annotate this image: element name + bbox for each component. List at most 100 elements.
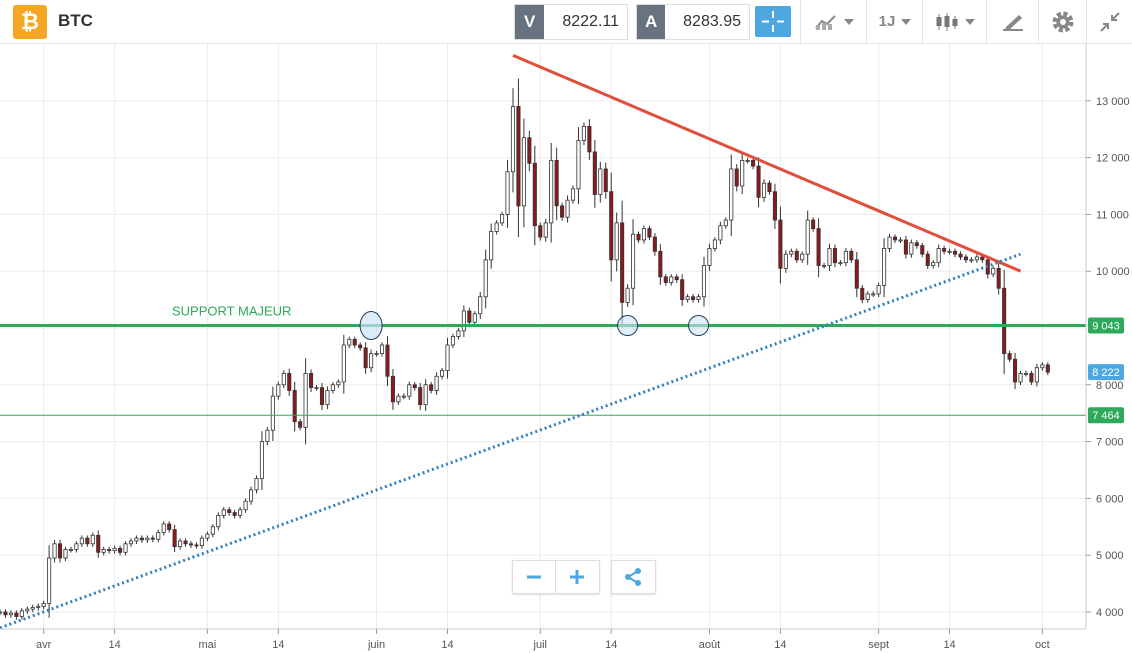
candle-body	[516, 106, 521, 207]
candle-body	[281, 373, 286, 386]
candle-body	[374, 353, 379, 355]
candle-body	[68, 549, 73, 551]
candle-body	[401, 395, 406, 398]
gear-icon	[1052, 11, 1074, 32]
crosshair-button[interactable]	[755, 6, 791, 37]
candle-body	[330, 384, 335, 391]
candle-body	[238, 509, 243, 516]
candle-body	[161, 523, 166, 533]
candle-body	[652, 236, 657, 252]
candle-body	[139, 537, 144, 541]
candle-body	[729, 168, 734, 221]
candle-body	[379, 344, 385, 354]
candle-body	[14, 612, 19, 617]
plus-icon	[570, 570, 584, 584]
candle-body	[500, 213, 505, 224]
x-tick-label: 14	[272, 639, 284, 651]
candle-body	[178, 540, 183, 548]
candle-body	[47, 557, 52, 604]
lower-price-tag: 7 464	[1092, 410, 1120, 422]
y-tick-label: 8 000	[1096, 380, 1124, 392]
candle-body	[903, 239, 908, 255]
chart-type-button[interactable]	[800, 0, 867, 43]
candle-body	[96, 534, 101, 553]
ask-quote[interactable]: A 8283.95	[636, 4, 750, 40]
share-icon	[625, 568, 641, 586]
candle-body	[0, 611, 3, 614]
candle-body	[412, 384, 417, 389]
drawing-icon	[1003, 14, 1023, 31]
candle-body	[450, 336, 455, 346]
support-price-tag-bg	[1088, 317, 1124, 334]
candle-body	[718, 225, 723, 241]
candle-body	[1034, 367, 1039, 383]
x-tick-label: sept	[868, 639, 889, 651]
candle-body	[489, 231, 494, 261]
x-tick-label: 14	[774, 639, 786, 651]
y-tick-label: 11 000	[1096, 209, 1129, 221]
candle-body	[925, 253, 930, 266]
candle-body	[887, 236, 892, 249]
candle-body	[854, 259, 859, 289]
bid-quote[interactable]: V 8222.11	[514, 4, 628, 40]
candle-body	[227, 509, 232, 513]
candle-body	[892, 236, 898, 241]
bitcoin-icon: ₿	[13, 5, 47, 39]
settings-button[interactable]	[1038, 0, 1087, 43]
chevron-down-icon	[844, 18, 854, 25]
candle-body	[969, 259, 974, 262]
candle-body	[669, 276, 674, 283]
candle-body	[947, 250, 952, 253]
zoom-out-button[interactable]	[513, 561, 556, 593]
chart-type-icon	[815, 14, 836, 30]
candle-body	[570, 188, 576, 201]
candle-body	[898, 239, 903, 242]
candle-body	[423, 384, 428, 406]
x-tick-label: 14	[605, 639, 617, 651]
price-chart[interactable]: SUPPORT MAJEUR 4 000 5 000 6 000 7 000 8 000…	[0, 44, 1132, 653]
candle-body	[107, 549, 112, 552]
candle-body	[303, 373, 308, 428]
candle-body	[472, 313, 477, 323]
candle-body	[363, 347, 368, 369]
candle-body	[614, 222, 619, 261]
candle-body	[309, 373, 314, 389]
overlays: SUPPORT MAJEUR	[0, 53, 1086, 630]
candle-body	[620, 222, 625, 303]
candle-body	[958, 253, 963, 258]
candle-body	[1045, 364, 1050, 373]
candle-body	[483, 259, 488, 298]
candle-body	[745, 160, 750, 162]
share-button[interactable]	[612, 561, 654, 593]
bid-badge: V	[515, 5, 545, 39]
candle-body	[647, 228, 652, 238]
candle-body	[811, 219, 816, 229]
x-tick-label: 14	[108, 639, 120, 651]
interval-button[interactable]: 1J	[866, 0, 923, 43]
candle-body	[467, 310, 472, 323]
candle-body	[603, 168, 608, 193]
candle-body	[822, 265, 827, 267]
candlestick-button[interactable]	[922, 0, 987, 43]
collapse-button[interactable]	[1086, 0, 1132, 43]
candle-body	[543, 222, 548, 238]
candle-body	[625, 287, 630, 303]
zoom-in-button[interactable]	[556, 561, 598, 593]
candle-body	[974, 256, 979, 261]
x-tick-label: 14	[441, 639, 453, 651]
candle-body	[259, 441, 264, 479]
candle-body	[341, 344, 346, 383]
candle-body	[996, 267, 1001, 289]
candle-body	[838, 262, 843, 265]
candle-body	[882, 248, 887, 286]
candle-body	[358, 344, 363, 349]
candle-body	[167, 523, 172, 531]
candle-body	[101, 549, 106, 553]
bid-value: 8222.11	[562, 13, 619, 30]
x-tick-label: mai	[199, 639, 217, 651]
x-tick-label: 14	[943, 639, 955, 651]
drawing-button[interactable]	[986, 0, 1039, 43]
support-label: SUPPORT MAJEUR	[172, 304, 291, 319]
candle-body	[210, 526, 215, 535]
candle-body	[128, 540, 134, 545]
